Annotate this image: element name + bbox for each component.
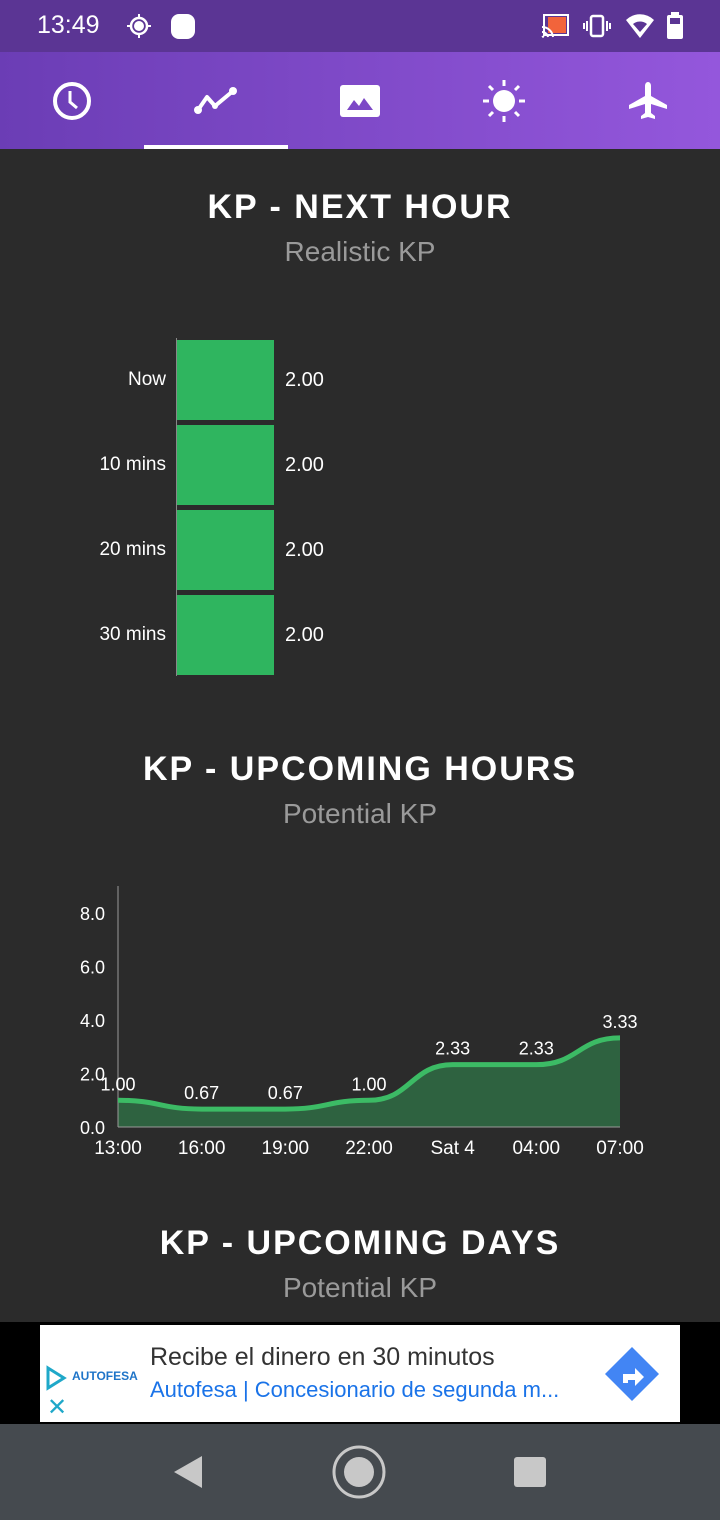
kp-bar xyxy=(177,425,274,505)
home-icon[interactable] xyxy=(331,1444,387,1500)
notification-icon xyxy=(171,14,195,39)
tab-airplane[interactable] xyxy=(576,52,720,149)
upcoming-hours-subtitle: Potential KP xyxy=(282,798,438,829)
data-label: 0.67 xyxy=(268,1083,303,1103)
ad-headline: Recibe el dinero en 30 minutos xyxy=(150,1343,495,1371)
status-time: 13:49 xyxy=(37,11,100,39)
x-tick-label: 16:00 xyxy=(178,1138,226,1159)
data-label: 3.33 xyxy=(602,1012,637,1032)
tab-clock[interactable] xyxy=(0,52,144,149)
kp-bar xyxy=(177,340,274,420)
location-icon xyxy=(127,14,151,38)
row-value: 2.00 xyxy=(285,539,324,561)
row-value: 2.00 xyxy=(285,454,324,476)
airplane-icon xyxy=(629,81,667,119)
x-tick-label: 04:00 xyxy=(513,1138,561,1159)
directions-icon[interactable] xyxy=(603,1345,661,1403)
next-hour-title: KP - NEXT HOUR xyxy=(207,188,513,226)
x-tick-label: 22:00 xyxy=(345,1138,393,1159)
data-label: 2.33 xyxy=(519,1039,554,1059)
image-icon xyxy=(340,84,380,117)
area-fill xyxy=(118,1037,620,1127)
x-tick-label: 13:00 xyxy=(94,1138,142,1159)
battery-icon xyxy=(667,12,683,39)
next-hour-subtitle: Realistic KP xyxy=(284,236,436,267)
data-label: 2.33 xyxy=(435,1039,470,1059)
tab-bar xyxy=(0,52,720,149)
tab-sun[interactable] xyxy=(432,52,576,149)
y-tick-label: 2.0 xyxy=(80,1065,105,1085)
sun-icon xyxy=(483,79,525,122)
chart-line-icon xyxy=(194,86,237,114)
upcoming-days-subtitle: Potential KP xyxy=(282,1272,438,1303)
data-label: 0.67 xyxy=(184,1083,219,1103)
tab-chart[interactable] xyxy=(144,52,288,149)
upcoming-hours-title: KP - UPCOMING HOURS xyxy=(142,750,578,788)
row-value: 2.00 xyxy=(285,624,324,646)
row-value: 2.00 xyxy=(285,369,324,391)
wifi-icon xyxy=(626,14,654,38)
ad-banner[interactable]: AUTOFESA ✕ Recibe el dinero en 30 minuto… xyxy=(40,1325,680,1422)
x-tick-label: 07:00 xyxy=(596,1138,644,1159)
autofesa-logo-icon xyxy=(46,1365,67,1391)
recents-icon[interactable] xyxy=(514,1457,546,1487)
status-bar: 13:49 xyxy=(0,0,720,52)
cast-icon xyxy=(541,14,569,38)
y-tick-label: 8.0 xyxy=(80,904,105,924)
row-label: 10 mins xyxy=(99,454,166,475)
x-tick-label: 19:00 xyxy=(262,1138,310,1159)
ad-brand: AUTOFESA xyxy=(72,1369,138,1383)
y-tick-label: 4.0 xyxy=(80,1011,105,1031)
ad-close-icon[interactable]: ✕ xyxy=(47,1394,68,1421)
series-line xyxy=(117,1035,621,1112)
back-icon[interactable] xyxy=(172,1454,204,1490)
navigation-bar xyxy=(0,1424,720,1520)
kp-bar xyxy=(177,595,274,675)
x-tick-label: Sat 4 xyxy=(430,1138,475,1159)
row-label: Now xyxy=(127,369,166,390)
upcoming-days-title: KP - UPCOMING DAYS xyxy=(159,1224,561,1262)
data-label: 1.00 xyxy=(100,1074,135,1094)
row-label: 30 mins xyxy=(99,624,166,645)
row-label: 20 mins xyxy=(99,539,166,560)
clock-icon xyxy=(53,81,91,120)
y-tick-label: 6.0 xyxy=(80,958,105,978)
tab-image[interactable] xyxy=(288,52,432,149)
data-label: 1.00 xyxy=(351,1074,386,1094)
y-tick-label: 0.0 xyxy=(80,1118,105,1138)
upcoming-hours-chart: 0.0 2.0 4.0 6.0 8.0 13:00 16:00 19:00 22:00 Sat 4… xyxy=(80,886,644,1159)
vibrate-icon xyxy=(583,14,611,38)
ad-link[interactable]: Autofesa | Concesionario de segunda m... xyxy=(150,1377,560,1402)
kp-bar xyxy=(177,510,274,590)
